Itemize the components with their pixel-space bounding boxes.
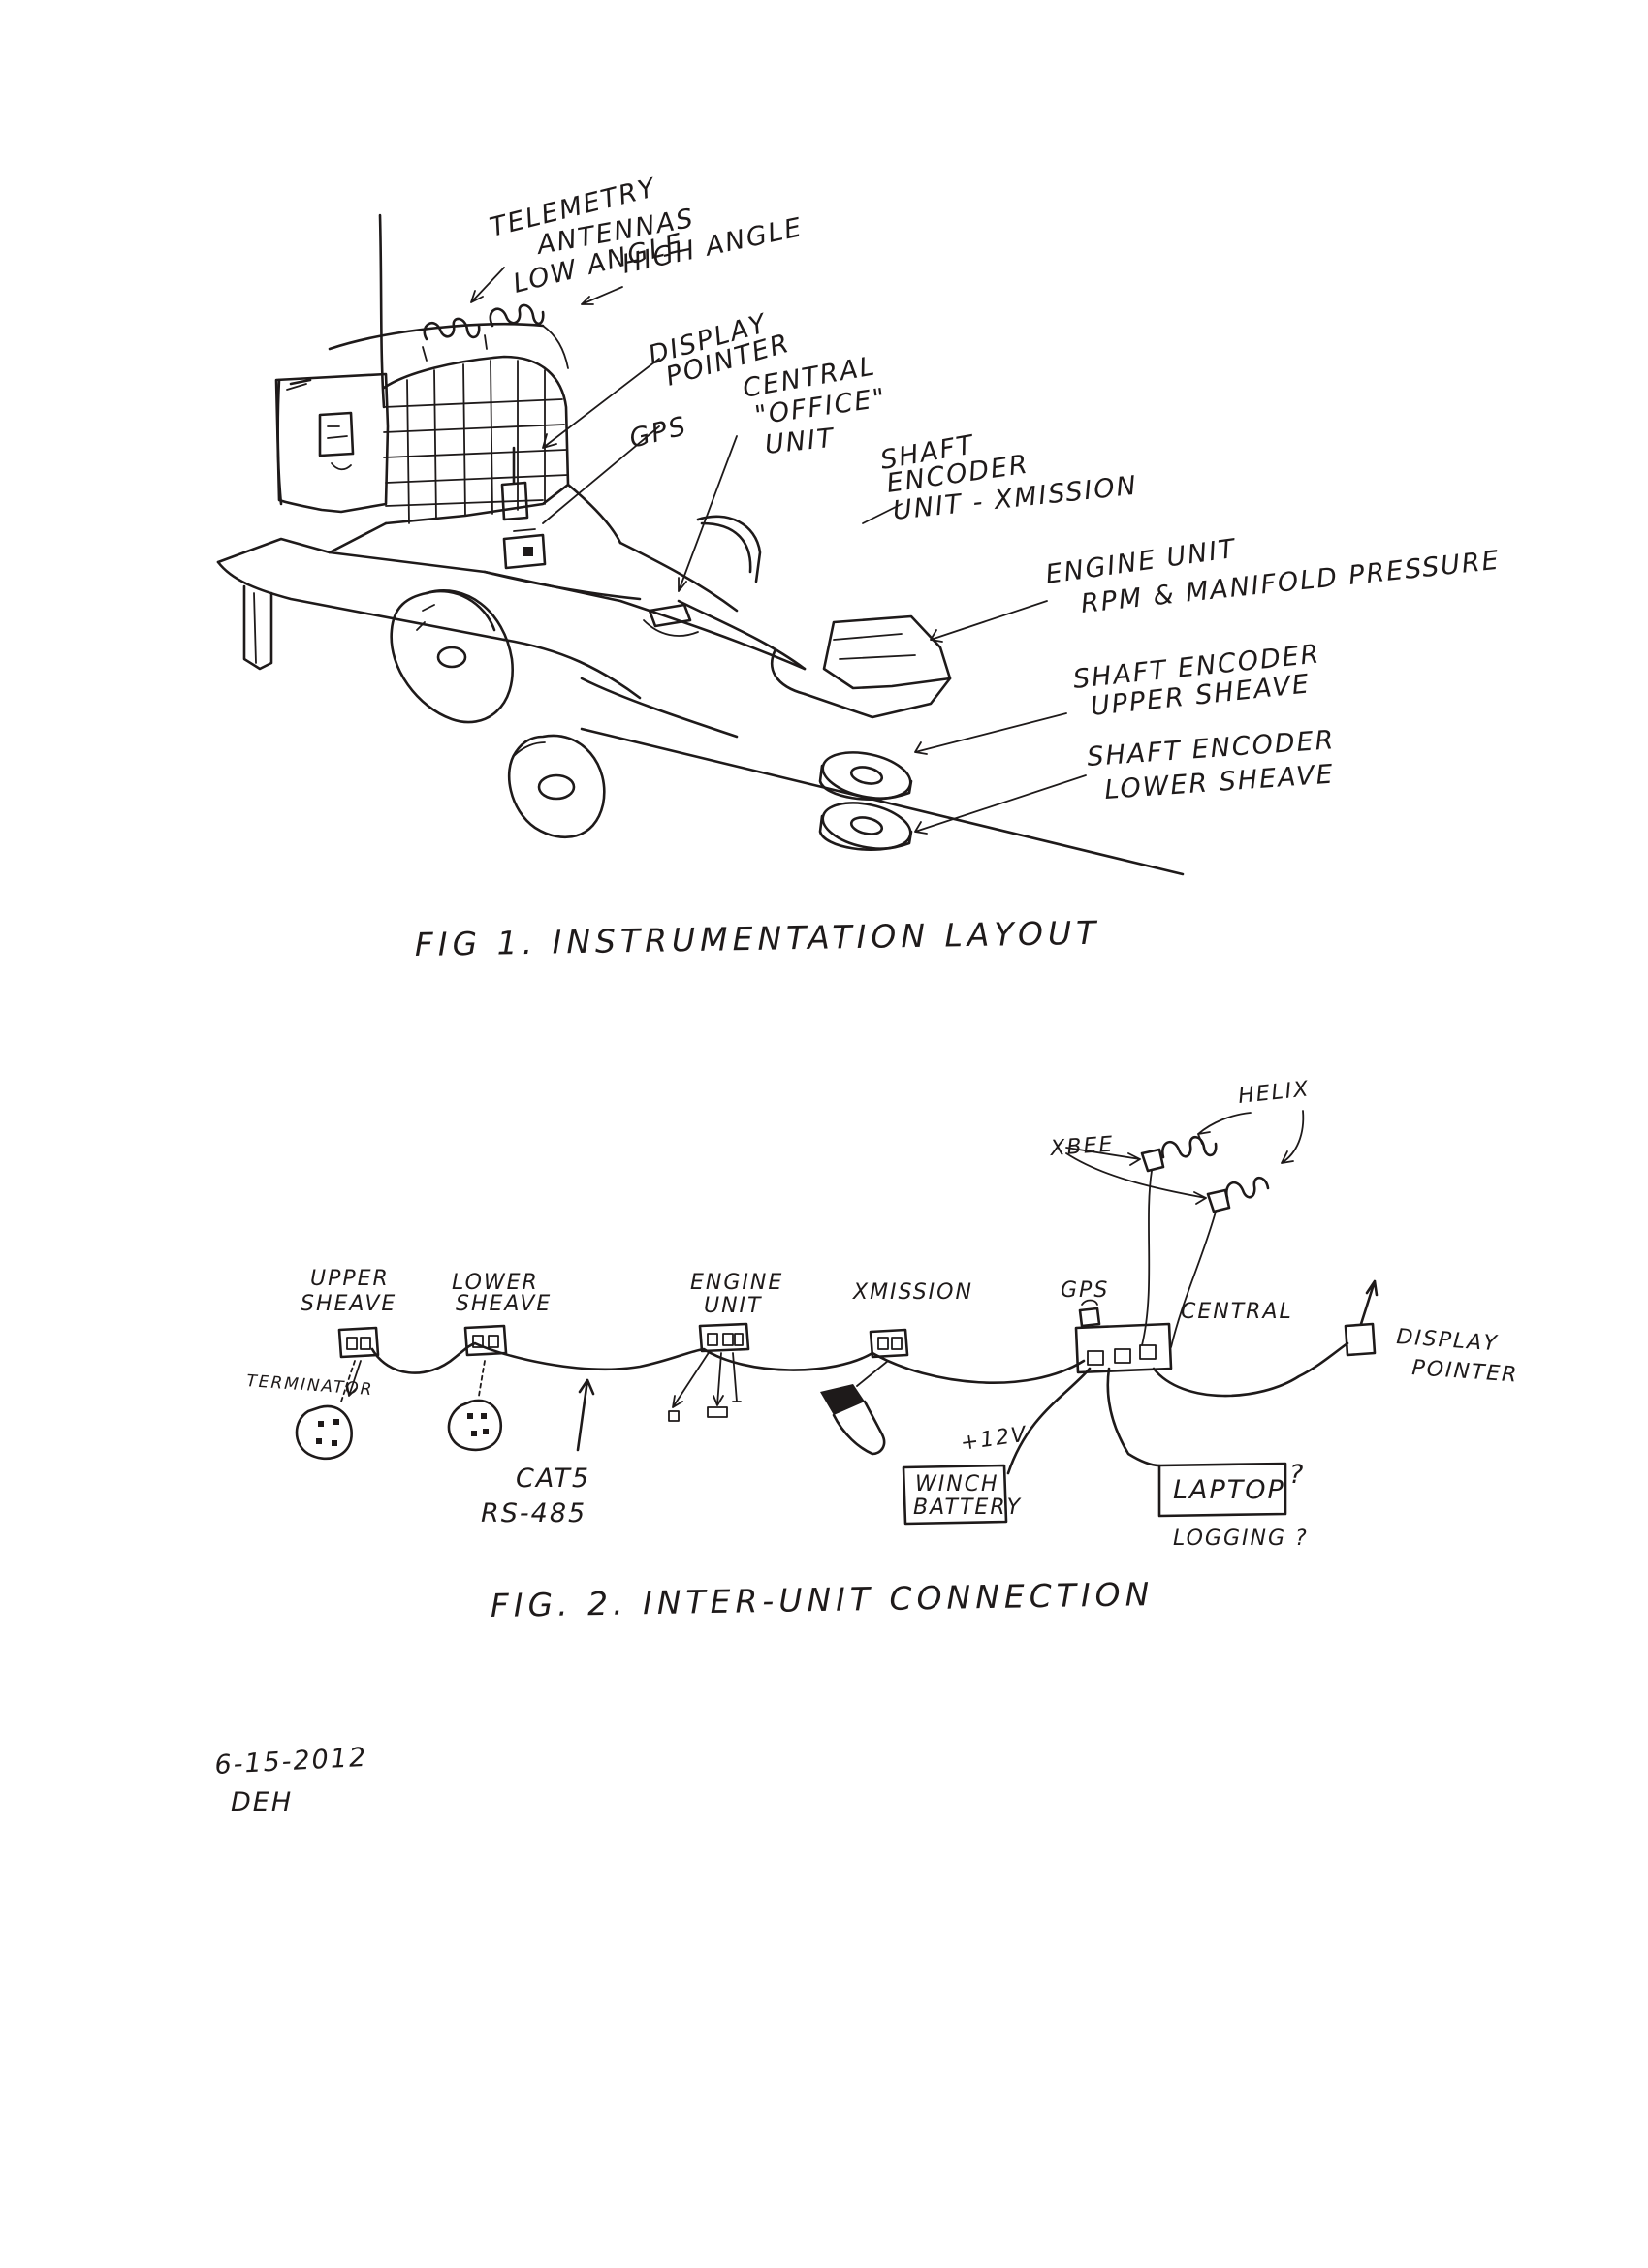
- fig2-caption: FIG. 2. INTER-UNIT CONNECTION: [490, 1575, 1154, 1624]
- upper-sheave-encoder: [337, 1326, 380, 1359]
- label-laptop-question: ?: [1289, 1460, 1305, 1490]
- label-lower: LOWER: [452, 1271, 539, 1295]
- fig1-labels: TELEMETRY ANTENNAS LOW ANGLE HIGH ANGLE …: [487, 173, 1502, 805]
- engine-unit: [770, 614, 952, 719]
- truck-deck: [216, 483, 807, 671]
- winch-cable: [580, 727, 1185, 876]
- fig2-labels: UPPER SHEAVE LOWER SHEAVE ENGINE UNIT XM…: [246, 1077, 1520, 1551]
- label-helix: HELIX: [1237, 1077, 1311, 1109]
- central-office-unit: [643, 603, 699, 637]
- truck-cab: [274, 372, 390, 514]
- rear-wheel: [507, 734, 606, 839]
- label-central: CENTRAL: [1181, 1300, 1293, 1324]
- display-pointer-box: [1152, 1279, 1379, 1398]
- operator-cage: [328, 322, 570, 525]
- label-xbee: XBEE: [1049, 1132, 1116, 1161]
- fig1-drawing: [216, 213, 1185, 876]
- cat5-bus-cable: [370, 1341, 1086, 1384]
- label-battery: BATTERY: [913, 1496, 1022, 1520]
- terminator: [295, 1360, 362, 1461]
- xmission-shaft: [820, 1360, 889, 1456]
- label-pointer: POINTER: [1411, 1356, 1520, 1388]
- telemetry-antennas: [422, 303, 545, 362]
- label-engine: ENGINE: [690, 1271, 783, 1295]
- label-laptop: LAPTOP: [1173, 1475, 1285, 1505]
- upper-sheave: [818, 751, 913, 801]
- label-upper: UPPER: [310, 1267, 390, 1291]
- display-pointer: [500, 446, 529, 521]
- xbee-helix-antennas: [1065, 1110, 1305, 1348]
- label-gps: GPS: [1061, 1278, 1109, 1303]
- lower-sheave-encoder: [463, 1324, 508, 1357]
- power-wiring: [902, 1367, 1092, 1526]
- engine-unit-box: [668, 1322, 750, 1422]
- front-wheel: [390, 589, 514, 724]
- fig1-caption: FIG 1. INSTRUMENTATION LAYOUT: [414, 914, 1100, 963]
- body-curves: [502, 515, 807, 739]
- lower-sheave-connector: [447, 1360, 503, 1452]
- label-xmission: XMISSION: [852, 1280, 973, 1305]
- label-engine-unit: UNIT: [704, 1294, 763, 1318]
- label-lower-sheave: SHEAVE: [456, 1292, 552, 1316]
- fig1-leaders: [470, 267, 1087, 835]
- fig2-drawing: [295, 1110, 1379, 1526]
- antenna-mast: [378, 213, 386, 409]
- gps-unit: [502, 528, 547, 570]
- signature-block: 6-15-2012 DEH: [214, 1743, 368, 1817]
- label-upper-sheave: SHEAVE: [301, 1292, 396, 1316]
- label-cat5: CAT5: [516, 1464, 590, 1494]
- laptop-box: [1106, 1367, 1287, 1518]
- label-winch: WINCH: [915, 1472, 999, 1496]
- lower-sheave: [818, 802, 913, 851]
- label-logging: LOGGING ?: [1173, 1527, 1309, 1551]
- xmission-encoder-box: [869, 1328, 909, 1359]
- drawing-date: 6-15-2012: [214, 1743, 368, 1780]
- central-unit-box: [1074, 1299, 1173, 1374]
- label-gps: GPS: [626, 411, 690, 455]
- label-rs485: RS-485: [481, 1498, 586, 1528]
- drawing-initials: DEH: [231, 1787, 293, 1817]
- label-display: DISPLAY: [1396, 1325, 1500, 1356]
- cat5-arrow: [576, 1378, 595, 1452]
- label-unit: UNIT: [763, 424, 837, 460]
